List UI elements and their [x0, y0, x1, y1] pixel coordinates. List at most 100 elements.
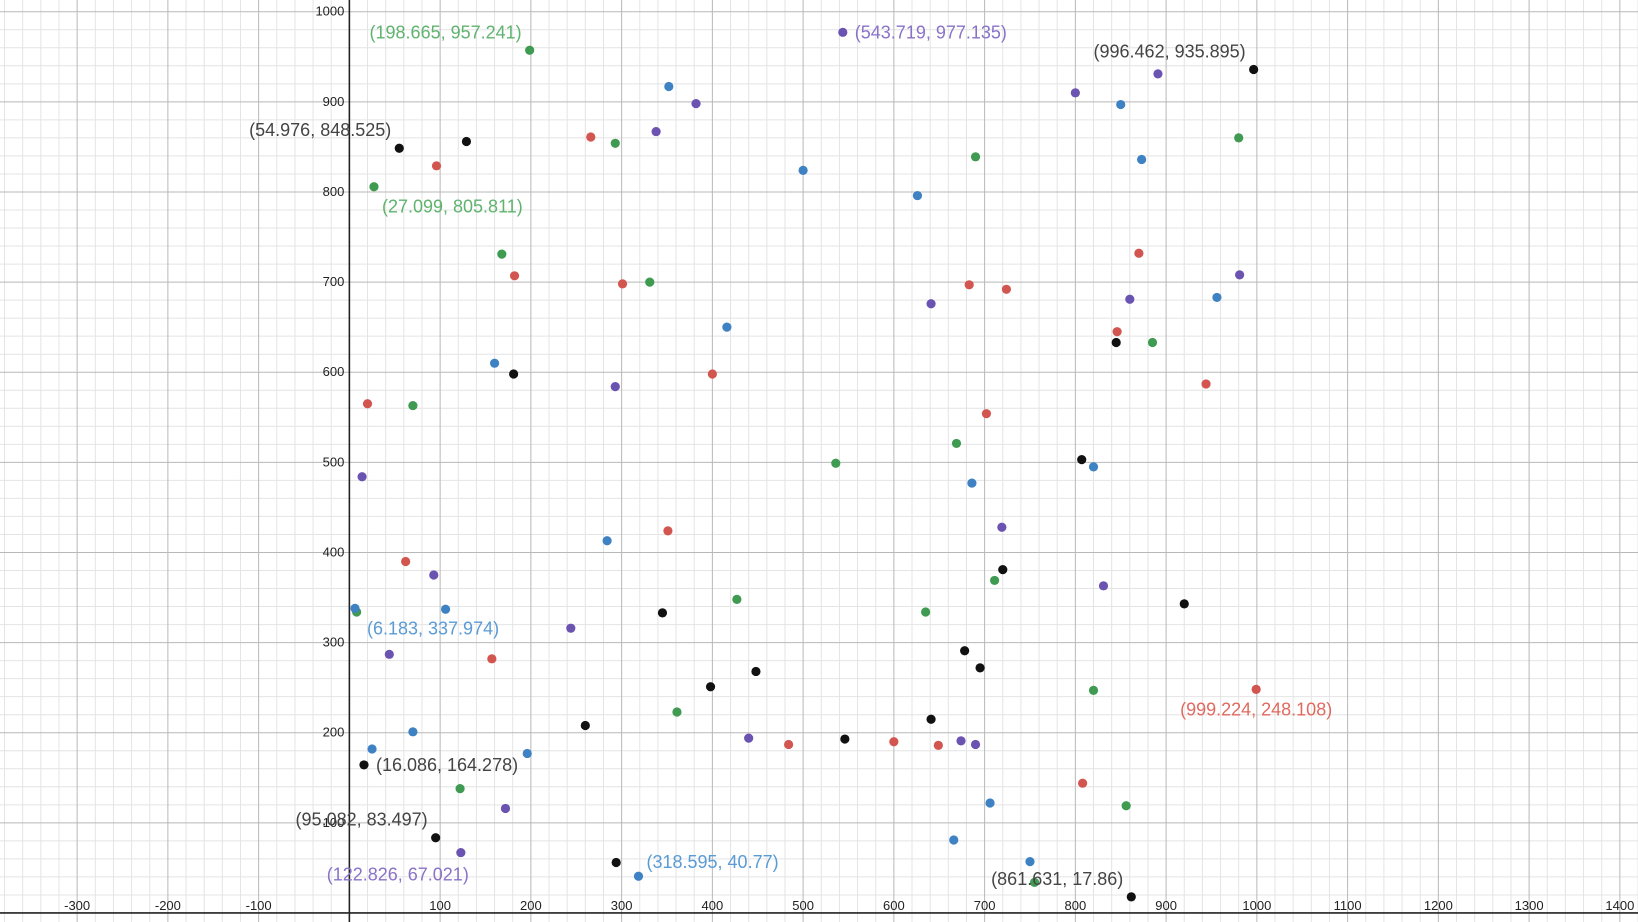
purple-data-point[interactable]: [610, 382, 620, 392]
purple-data-point[interactable]: [926, 299, 936, 309]
black-data-point[interactable]: [1126, 892, 1136, 902]
red-data-point[interactable]: [1134, 248, 1144, 258]
blue-data-point[interactable]: [1025, 857, 1035, 867]
black-data-point[interactable]: [657, 608, 668, 618]
green-data-point[interactable]: [645, 277, 655, 287]
blue-data-point[interactable]: [1212, 292, 1222, 303]
red-data-point[interactable]: [783, 739, 794, 750]
purple-data-point[interactable]: [691, 99, 701, 109]
purple-data-point[interactable]: [500, 803, 511, 814]
purple-data-point[interactable]: [566, 623, 576, 633]
blue-data-point[interactable]: [440, 604, 451, 614]
black-data-point[interactable]: [509, 369, 519, 379]
green-data-point[interactable]: [369, 182, 379, 192]
point-coordinate-label: (95.082, 83.497): [296, 810, 428, 830]
purple-data-point[interactable]: [956, 736, 966, 746]
blue-data-point[interactable]: [367, 744, 377, 754]
blue-data-point[interactable]: [1137, 154, 1147, 165]
blue-data-point[interactable]: [949, 835, 959, 845]
green-data-point[interactable]: [525, 45, 535, 55]
black-data-point[interactable]: [1111, 337, 1121, 348]
black-data-point[interactable]: [1249, 64, 1259, 75]
black-data-point[interactable]: [751, 666, 761, 677]
green-data-point[interactable]: [1088, 685, 1099, 695]
blue-data-point[interactable]: [912, 190, 923, 201]
green-data-point[interactable]: [831, 458, 841, 468]
red-data-point[interactable]: [586, 132, 596, 142]
green-data-point[interactable]: [408, 400, 418, 411]
green-data-point[interactable]: [1234, 133, 1244, 143]
black-data-point[interactable]: [926, 714, 936, 724]
red-data-point[interactable]: [663, 526, 673, 536]
blue-data-point[interactable]: [722, 322, 732, 332]
black-data-point[interactable]: [359, 760, 369, 770]
red-data-point[interactable]: [617, 279, 628, 289]
red-data-point[interactable]: [401, 556, 411, 567]
red-data-point[interactable]: [509, 271, 520, 281]
black-data-point[interactable]: [998, 565, 1008, 575]
blue-data-point[interactable]: [1116, 99, 1126, 110]
blue-data-point[interactable]: [522, 748, 532, 759]
red-data-point[interactable]: [1201, 379, 1211, 389]
red-data-point[interactable]: [1001, 284, 1011, 294]
blue-data-point[interactable]: [798, 165, 808, 175]
purple-data-point[interactable]: [456, 847, 466, 858]
blue-data-point[interactable]: [1088, 462, 1099, 472]
green-data-point[interactable]: [970, 152, 981, 162]
red-data-point[interactable]: [487, 654, 497, 664]
blue-data-point[interactable]: [489, 358, 500, 368]
black-data-point[interactable]: [394, 143, 404, 153]
purple-data-point[interactable]: [651, 126, 661, 137]
black-data-point[interactable]: [960, 646, 970, 656]
black-data-point[interactable]: [431, 833, 441, 843]
blue-data-point[interactable]: [967, 478, 977, 488]
green-data-point[interactable]: [951, 438, 962, 449]
purple-data-point[interactable]: [429, 570, 439, 580]
green-data-point[interactable]: [610, 138, 620, 148]
blue-data-point[interactable]: [602, 536, 612, 546]
green-data-point[interactable]: [1147, 337, 1158, 348]
red-data-point[interactable]: [1112, 327, 1122, 337]
black-data-point[interactable]: [1179, 599, 1189, 609]
red-data-point[interactable]: [981, 409, 992, 419]
black-data-point[interactable]: [1077, 455, 1087, 465]
purple-data-point[interactable]: [384, 649, 394, 659]
green-data-point[interactable]: [455, 784, 465, 794]
green-data-point[interactable]: [989, 575, 1000, 586]
blue-data-point[interactable]: [633, 871, 644, 881]
purple-data-point[interactable]: [1070, 88, 1080, 98]
green-data-point[interactable]: [497, 249, 507, 259]
black-data-point[interactable]: [975, 663, 985, 673]
green-data-point[interactable]: [672, 707, 682, 717]
red-data-point[interactable]: [889, 737, 899, 747]
blue-data-point[interactable]: [408, 727, 418, 737]
red-data-point[interactable]: [964, 280, 974, 290]
purple-data-point[interactable]: [1098, 581, 1109, 591]
blue-data-point[interactable]: [985, 798, 995, 808]
green-data-point[interactable]: [921, 607, 931, 617]
black-data-point[interactable]: [461, 136, 472, 147]
blue-data-point[interactable]: [664, 81, 674, 92]
purple-data-point[interactable]: [1153, 69, 1163, 79]
purple-data-point[interactable]: [1235, 270, 1245, 280]
green-data-point[interactable]: [1121, 801, 1131, 811]
black-data-point[interactable]: [840, 734, 850, 744]
red-data-point[interactable]: [1078, 778, 1088, 788]
black-data-point[interactable]: [705, 682, 716, 692]
red-data-point[interactable]: [362, 399, 373, 409]
red-data-point[interactable]: [933, 740, 943, 750]
red-data-point[interactable]: [707, 369, 717, 379]
purple-data-point[interactable]: [357, 472, 367, 482]
purple-data-point[interactable]: [997, 522, 1007, 532]
black-data-point[interactable]: [580, 720, 590, 731]
red-data-point[interactable]: [1251, 684, 1261, 694]
purple-data-point[interactable]: [838, 27, 848, 37]
blue-data-point[interactable]: [350, 603, 360, 613]
black-data-point[interactable]: [611, 857, 621, 868]
green-data-point[interactable]: [1029, 877, 1040, 887]
purple-data-point[interactable]: [970, 739, 981, 750]
red-data-point[interactable]: [431, 161, 442, 171]
green-data-point[interactable]: [732, 594, 742, 604]
purple-data-point[interactable]: [1125, 294, 1135, 304]
purple-data-point[interactable]: [744, 733, 754, 743]
